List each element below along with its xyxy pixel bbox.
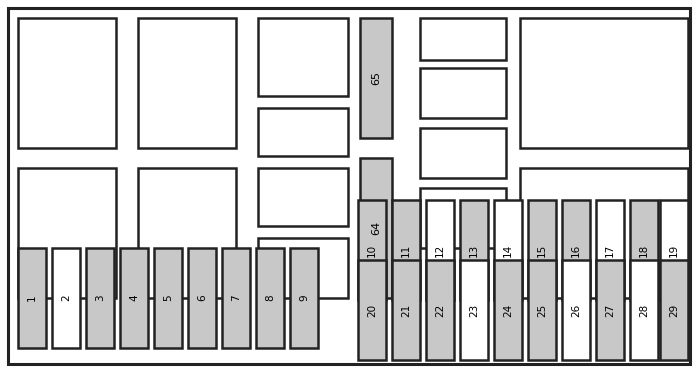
Text: 64: 64 xyxy=(371,221,381,235)
Bar xyxy=(630,260,658,360)
Bar xyxy=(420,68,506,118)
Text: 21: 21 xyxy=(401,303,411,317)
Bar xyxy=(154,248,182,348)
Bar xyxy=(660,260,688,360)
Text: 8: 8 xyxy=(265,295,275,301)
Bar xyxy=(18,168,116,298)
Text: 12: 12 xyxy=(435,243,445,257)
Text: 23: 23 xyxy=(469,303,479,317)
Bar xyxy=(596,260,624,360)
Text: 15: 15 xyxy=(537,243,547,257)
Text: 11: 11 xyxy=(401,243,411,257)
Text: 16: 16 xyxy=(571,243,581,257)
Bar xyxy=(358,200,386,300)
Bar xyxy=(562,200,590,300)
Bar xyxy=(188,248,216,348)
Text: 20: 20 xyxy=(367,303,377,316)
Bar xyxy=(460,200,488,300)
Text: 10: 10 xyxy=(367,243,377,257)
Text: 26: 26 xyxy=(571,303,581,317)
Bar xyxy=(494,260,522,360)
Text: 22: 22 xyxy=(435,303,445,317)
Text: 29: 29 xyxy=(669,303,679,317)
Text: 6: 6 xyxy=(197,295,207,301)
Text: 65: 65 xyxy=(371,71,381,85)
Text: 13: 13 xyxy=(469,243,479,257)
Text: 28: 28 xyxy=(639,303,649,317)
Bar xyxy=(360,158,392,298)
Bar xyxy=(520,18,688,148)
Text: 14: 14 xyxy=(503,243,513,257)
Bar xyxy=(494,200,522,300)
Bar xyxy=(138,18,236,148)
Bar xyxy=(18,18,116,148)
Bar xyxy=(520,168,688,298)
Bar xyxy=(258,108,348,156)
Text: 1: 1 xyxy=(27,295,37,301)
Bar xyxy=(258,168,348,226)
Bar xyxy=(420,128,506,178)
Bar xyxy=(258,18,348,96)
Text: 2: 2 xyxy=(61,295,71,301)
Bar xyxy=(290,248,318,348)
Text: 17: 17 xyxy=(605,243,615,257)
Text: 9: 9 xyxy=(299,295,309,301)
Bar xyxy=(420,18,506,60)
Bar xyxy=(426,260,454,360)
Bar xyxy=(18,248,46,348)
Bar xyxy=(358,260,386,360)
Bar xyxy=(460,260,488,360)
Bar xyxy=(660,200,688,300)
Text: 24: 24 xyxy=(503,303,513,317)
Bar xyxy=(222,248,250,348)
Text: 18: 18 xyxy=(639,243,649,257)
Text: 5: 5 xyxy=(163,295,173,301)
Bar xyxy=(86,248,114,348)
Bar xyxy=(630,200,658,300)
Bar xyxy=(52,248,80,348)
Bar xyxy=(528,200,556,300)
Text: 7: 7 xyxy=(231,295,241,301)
Text: 25: 25 xyxy=(537,303,547,317)
Bar xyxy=(596,200,624,300)
Bar xyxy=(392,200,420,300)
Bar xyxy=(120,248,148,348)
Text: 19: 19 xyxy=(669,243,679,257)
Bar xyxy=(138,168,236,298)
Bar xyxy=(256,248,284,348)
Bar xyxy=(426,200,454,300)
Text: 27: 27 xyxy=(605,303,615,317)
Bar xyxy=(360,18,392,138)
Bar xyxy=(528,260,556,360)
Text: 3: 3 xyxy=(95,295,105,301)
Bar xyxy=(420,188,506,248)
Bar xyxy=(258,238,348,298)
Bar xyxy=(562,260,590,360)
Text: 4: 4 xyxy=(129,295,139,301)
Bar xyxy=(392,260,420,360)
